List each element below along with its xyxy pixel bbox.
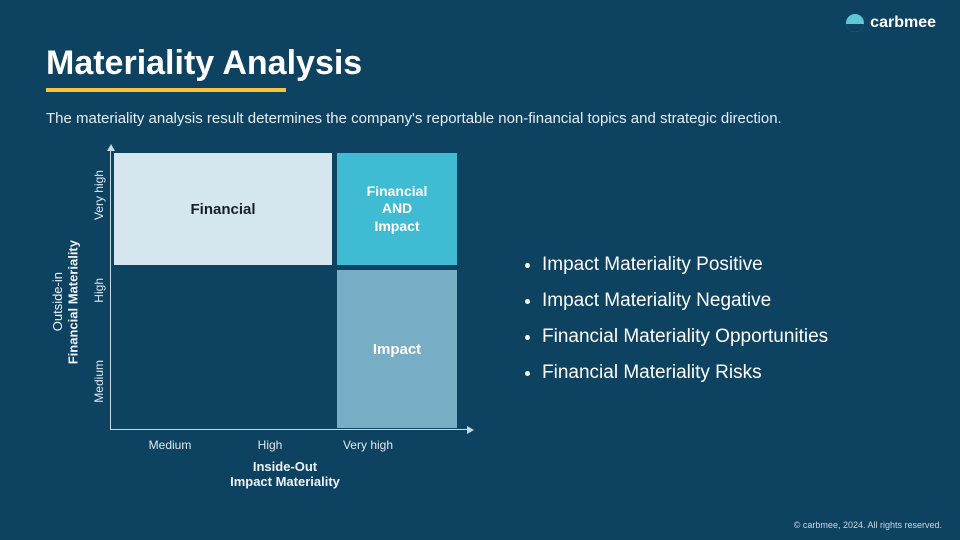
brand-logo: carbmee xyxy=(846,14,936,32)
y-tick-medium: Medium xyxy=(92,360,106,403)
page-title: Materiality Analysis xyxy=(46,44,362,83)
quadrant-label: FinancialANDImpact xyxy=(367,183,428,236)
y-tick-high: High xyxy=(92,278,106,303)
title-underline xyxy=(46,88,286,92)
chart-plot-area: Financial FinancialANDImpact Impact xyxy=(111,150,460,429)
quadrant-financial: Financial xyxy=(114,153,332,265)
y-axis-label: Outside-in Financial Materiality xyxy=(50,240,81,364)
list-item: Financial Materiality Opportunities xyxy=(542,326,828,348)
list-item: Impact Materiality Negative xyxy=(542,290,828,312)
list-item: Financial Materiality Risks xyxy=(542,362,828,384)
list-item: Impact Materiality Positive xyxy=(542,254,828,276)
brand-icon xyxy=(846,14,864,32)
page-subtitle: The materiality analysis result determin… xyxy=(46,110,782,127)
bullet-list: Impact Materiality Positive Impact Mater… xyxy=(520,254,828,398)
x-tick-high: High xyxy=(230,438,310,452)
x-tick-medium: Medium xyxy=(130,438,210,452)
materiality-chart: Financial FinancialANDImpact Impact Very… xyxy=(110,150,460,450)
y-tick-very-high: Very high xyxy=(92,170,106,220)
x-axis-label: Inside-Out Impact Materiality xyxy=(110,459,460,490)
quadrant-label: Financial xyxy=(190,201,255,218)
quadrant-label: Impact xyxy=(373,341,421,358)
brand-name: carbmee xyxy=(870,14,936,32)
quadrant-impact: Impact xyxy=(337,270,457,428)
copyright: © carbmee, 2024. All rights reserved. xyxy=(794,520,942,530)
x-axis xyxy=(110,429,468,430)
x-tick-very-high: Very high xyxy=(328,438,408,452)
quadrant-financial-and-impact: FinancialANDImpact xyxy=(337,153,457,265)
